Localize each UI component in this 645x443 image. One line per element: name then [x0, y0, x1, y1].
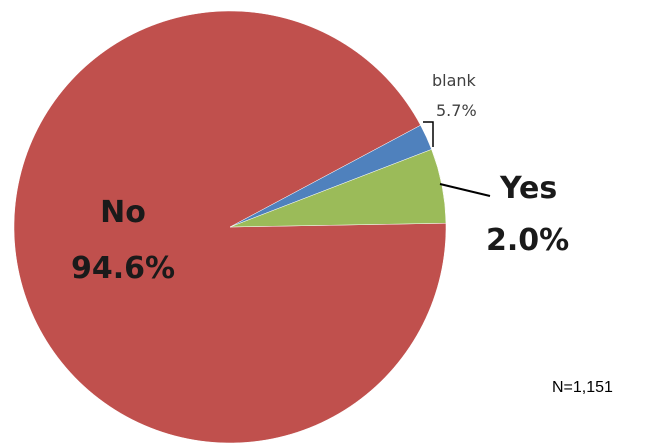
- slice-label-yes: Yes: [499, 171, 557, 206]
- pie-slice-blank: [229, 149, 447, 228]
- sample-size-note: N=1,151: [552, 379, 613, 396]
- slice-label-blank: blank: [432, 71, 477, 90]
- slice-label-no: No: [100, 195, 146, 230]
- slice-value-yes: 2.0%: [486, 223, 569, 258]
- pie-slices: [13, 10, 447, 443]
- yes-leader-line: [439, 183, 491, 197]
- slice-value-blank: 5.7%: [436, 101, 477, 120]
- blank-leader-line: [423, 121, 434, 147]
- slice-value-no: 94.6%: [71, 251, 175, 286]
